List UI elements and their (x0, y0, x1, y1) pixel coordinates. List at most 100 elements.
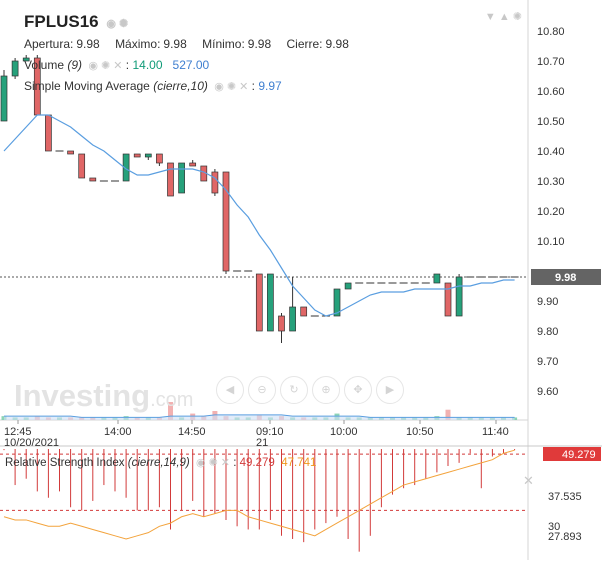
gear-icon[interactable]: ✺ (118, 18, 129, 30)
candle-body (67, 150, 74, 155)
x-tick-label: 11:40 (482, 426, 509, 438)
symbol-legend: FPLUS16 ◉ ✺ (24, 12, 128, 32)
y-tick-label: 9.70 (537, 356, 558, 368)
settings-icon[interactable]: ▲ (498, 11, 510, 23)
gear-icon[interactable]: ✺ (226, 81, 237, 93)
candle-body (211, 171, 219, 194)
last-price-label: 9.98 (555, 272, 576, 284)
volume-ma-line (4, 414, 515, 418)
y-tick-label: 9.90 (537, 296, 558, 308)
close-icon[interactable]: ✕ (523, 473, 534, 488)
candle-body (122, 153, 130, 182)
volume-params: (9) (67, 58, 83, 72)
ohlc-low-label: Mínimo: (202, 37, 245, 51)
sma-value: 9.97 (258, 79, 282, 93)
y-tick-label: 10.40 (537, 146, 565, 158)
close-icon[interactable]: ✕ (239, 81, 249, 93)
candle-body (289, 306, 296, 332)
y-tick-label: 9.80 (537, 326, 558, 338)
candle-body (156, 153, 163, 164)
volume-legend: Volume (9) ◉ ✺ ✕ : 14.00 527.00 (24, 58, 209, 72)
gear-icon[interactable]: ✺ (512, 11, 522, 23)
candle-body (222, 171, 230, 272)
x-tick-label: 14:50 (178, 426, 206, 438)
candle-body (267, 273, 274, 332)
candle-body (0, 75, 8, 122)
ohlc-close-label: Cierre: (286, 37, 323, 51)
rsi-params: (cierre,14,9) (127, 457, 190, 469)
eye-icon[interactable]: ◉ (106, 18, 116, 30)
volume-value: 14.00 (132, 58, 163, 72)
ohlc-open-value: 9.98 (76, 37, 100, 51)
eye-icon[interactable]: ◉ (195, 457, 206, 469)
x-tick-label: 10:00 (330, 426, 358, 438)
candle-body (455, 276, 463, 317)
rsi-last-value-label: 49.279 (562, 449, 596, 461)
x-tick-label: 12:45 (4, 426, 32, 438)
candle-body (444, 282, 452, 317)
y-tick-label: 10.70 (537, 56, 565, 68)
watermark-suffix: .com (150, 389, 194, 411)
rsi-y-tick-label: 37.535 (548, 491, 582, 503)
rsi-value: 49.279 (239, 457, 275, 469)
y-tick-label: 10.20 (537, 206, 565, 218)
x-tick-sublabel: 21 (256, 437, 268, 449)
ohlc-legend: Apertura: 9.98 Máximo: 9.98 Mínimo: 9.98 Ci… (24, 37, 361, 51)
scroll-left-icon[interactable]: ◀ (216, 376, 244, 404)
candle-body (333, 288, 341, 317)
sma-separator: : (251, 79, 255, 93)
eye-icon[interactable]: ◉ (88, 60, 98, 72)
rsi-signal-value: 47.741 (281, 457, 317, 469)
volume-ma-area (4, 414, 515, 420)
rsi-last-value-box (543, 447, 601, 461)
pan-icon[interactable]: ✥ (344, 376, 372, 404)
minimize-icon[interactable]: ▼ (484, 11, 496, 23)
eye-icon[interactable]: ◉ (214, 81, 224, 93)
ohlc-high-label: Máximo: (115, 37, 161, 51)
candle-body (45, 114, 52, 152)
volume-bar (445, 409, 451, 420)
rsi-y-tick-label: 30 (548, 521, 560, 533)
symbol-title: FPLUS16 (24, 12, 99, 31)
rsi-name: Relative Strength Index (5, 457, 125, 469)
candle-body (133, 153, 141, 158)
candle-body (255, 273, 263, 332)
top-toolbar: ▼ ▲ ✺ (485, 10, 522, 23)
candle-body (278, 315, 285, 332)
candle-body (22, 57, 30, 62)
ohlc-close-value: 9.98 (325, 37, 349, 51)
candle-body (144, 153, 152, 158)
close-icon[interactable]: ✕ (220, 457, 230, 469)
x-tick-label: 14:00 (104, 426, 132, 438)
sma-name: Simple Moving Average (24, 79, 150, 93)
y-tick-label: 10.80 (537, 26, 565, 38)
candle-body (344, 282, 352, 290)
candle-body (89, 177, 97, 182)
reset-icon[interactable]: ↻ (280, 376, 308, 404)
rsi-separator: : (233, 457, 237, 469)
gear-icon[interactable]: ✺ (208, 457, 218, 469)
y-tick-label: 10.60 (537, 86, 565, 98)
zoom-out-icon[interactable]: ⊖ (248, 376, 276, 404)
sma-legend: Simple Moving Average (cierre,10) ◉ ✺ ✕ : … (24, 79, 282, 93)
candle-body (78, 153, 86, 179)
x-tick-label: 10:50 (406, 426, 434, 438)
x-tick-sublabel: 10/20/2021 (4, 437, 59, 449)
rsi-y-tick-label: 27.893 (548, 531, 582, 543)
zoom-in-icon[interactable]: ⊕ (312, 376, 340, 404)
candle-body (300, 306, 308, 317)
candle-body (189, 162, 197, 167)
volume-ma-value: 527.00 (172, 58, 210, 72)
ohlc-open-label: Apertura: (24, 37, 74, 51)
close-icon[interactable]: ✕ (113, 60, 123, 72)
scroll-right-icon[interactable]: ▶ (376, 376, 404, 404)
rsi-legend: Relative Strength Index (cierre,14,9) ◉ ✺… (5, 456, 316, 469)
last-price-box (531, 269, 601, 285)
y-tick-label: 10.30 (537, 176, 565, 188)
y-tick-label: 9.60 (537, 386, 558, 398)
volume-bar (168, 402, 173, 420)
gear-icon[interactable]: ✺ (101, 60, 111, 72)
candle-body (11, 60, 19, 77)
